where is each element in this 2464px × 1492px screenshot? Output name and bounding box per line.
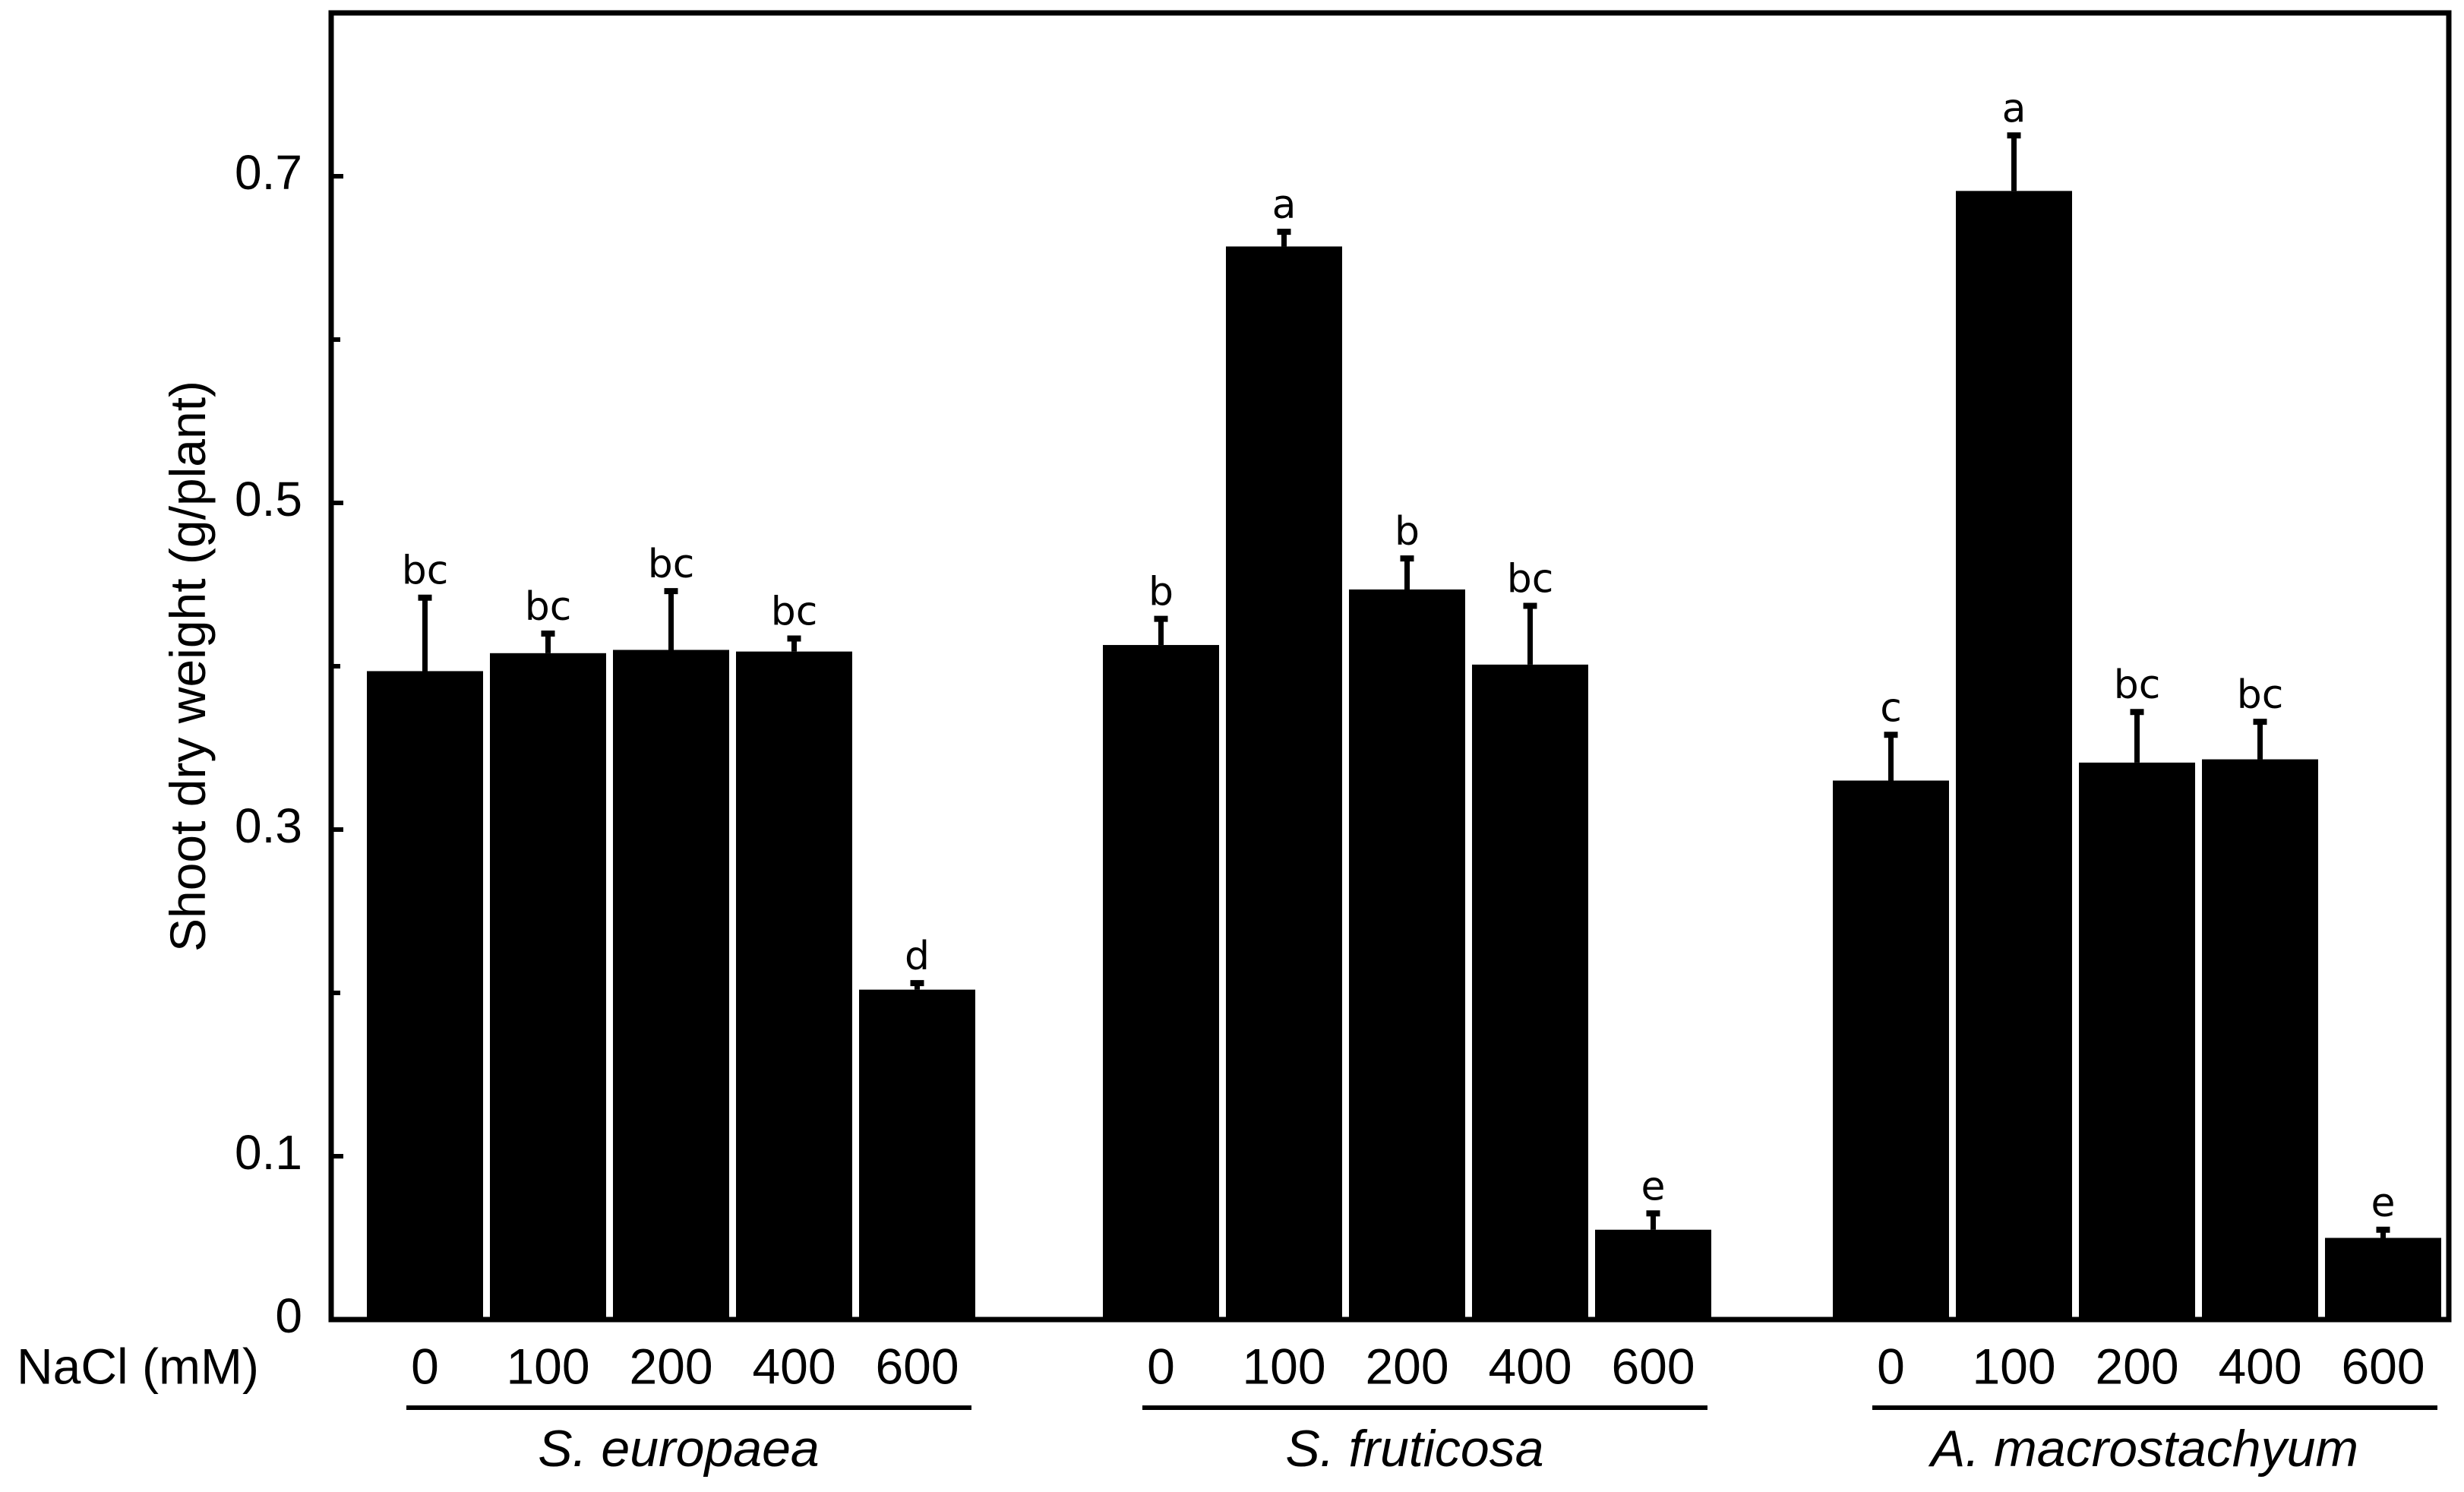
- species-label: S. fruticosa: [1285, 1420, 1543, 1478]
- significance-letter: bc: [771, 589, 818, 634]
- bar: [2079, 762, 2195, 1320]
- y-tick-label: 0.7: [235, 145, 302, 200]
- x-tick-label: 600: [2341, 1338, 2425, 1394]
- significance-letter: d: [905, 934, 930, 979]
- x-tick-label: 0: [411, 1338, 439, 1394]
- significance-letter: bc: [648, 542, 695, 587]
- significance-letter: bc: [525, 584, 572, 630]
- x-tick-label: 100: [506, 1338, 589, 1394]
- significance-letter: a: [1272, 182, 1297, 228]
- x-tick-label: 600: [1611, 1338, 1695, 1394]
- x-axis-title: NaCl (mM): [17, 1338, 259, 1394]
- x-tick-label: 0: [1147, 1338, 1175, 1394]
- x-tick-label: 100: [1972, 1338, 2055, 1394]
- x-tick-label: 200: [629, 1338, 712, 1394]
- bar: [613, 650, 729, 1320]
- x-tick-label: 600: [875, 1338, 959, 1394]
- y-axis-ticks: [331, 11, 343, 1322]
- x-tick-label: 400: [1488, 1338, 1572, 1394]
- bar: [1833, 780, 1949, 1320]
- bar: [1472, 664, 1588, 1320]
- y-tick-label: 0: [275, 1288, 302, 1343]
- bar: [367, 671, 483, 1320]
- significance-letter: bc: [2237, 672, 2284, 718]
- y-tick-label: 0.1: [235, 1125, 302, 1180]
- bar: [1956, 191, 2072, 1320]
- significance-letter: bc: [1507, 556, 1554, 602]
- significance-letter: a: [2002, 86, 2026, 131]
- bar: [736, 651, 852, 1320]
- bar: [1595, 1229, 1711, 1320]
- species-label: A. macrostachyum: [1928, 1420, 2358, 1478]
- x-tick-label: 200: [1365, 1338, 1448, 1394]
- x-tick-label: 200: [2095, 1338, 2178, 1394]
- bar: [2202, 759, 2318, 1320]
- bars-layer: [367, 132, 2441, 1320]
- bar: [1103, 645, 1219, 1320]
- bar: [1226, 246, 1342, 1320]
- y-tick-label: 0.3: [235, 798, 302, 853]
- significance-letter: e: [2371, 1181, 2396, 1226]
- x-tick-label: 400: [2218, 1338, 2301, 1394]
- significance-letter: bc: [2114, 662, 2161, 708]
- significance-letter: e: [1641, 1164, 1666, 1209]
- bar: [1349, 589, 1465, 1320]
- significance-letter: c: [1880, 685, 1902, 731]
- significance-letter: b: [1395, 509, 1420, 555]
- significance-letter: bc: [402, 548, 449, 594]
- significance-letter: b: [1148, 570, 1174, 615]
- bar: [859, 989, 975, 1320]
- species-label: S. europaea: [538, 1420, 820, 1478]
- x-tick-label: 0: [1877, 1338, 1905, 1394]
- bar: [490, 653, 606, 1320]
- x-tick-label: 100: [1242, 1338, 1325, 1394]
- y-tick-label: 0.5: [235, 472, 302, 526]
- bar: [2325, 1238, 2441, 1320]
- y-axis-title: Shoot dry weight (g/plant): [160, 381, 216, 952]
- x-tick-label: 400: [752, 1338, 836, 1394]
